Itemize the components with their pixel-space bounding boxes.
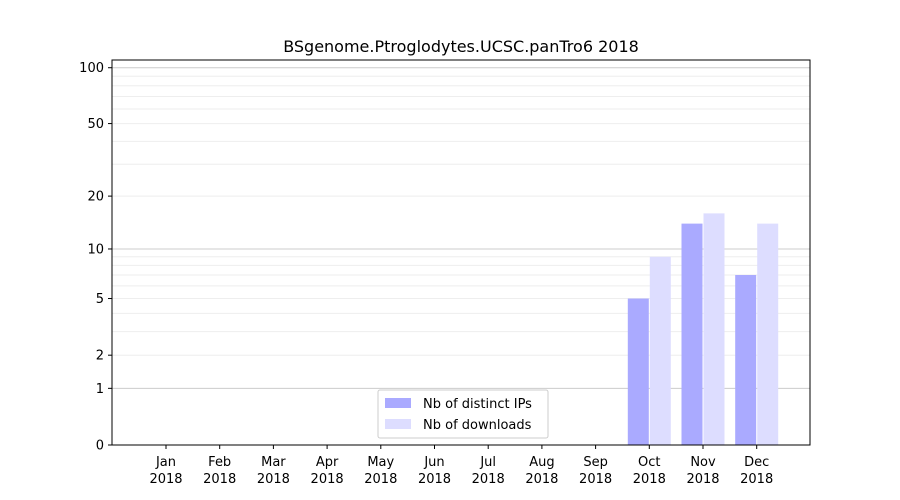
x-tick-label-month: Oct <box>638 455 660 470</box>
grid <box>112 67 810 389</box>
x-axis: Jan 2018 Feb 2018 Mar 2018 Apr 2018 May 2018 Jun 20… <box>149 445 773 487</box>
bar-downloads <box>703 213 725 445</box>
legend: Nb of distinct IPs Nb of downloads <box>377 389 549 439</box>
x-tick-label-year: 2018 <box>311 472 344 487</box>
y-tick-label: 10 <box>87 242 104 257</box>
legend-swatch-distinct-ips <box>385 398 411 408</box>
x-tick-label-year: 2018 <box>418 472 451 487</box>
x-tick-label-year: 2018 <box>633 472 666 487</box>
y-axis: 0 1 2 5 10 20 50 100 <box>79 61 112 454</box>
legend-swatch-downloads <box>385 419 411 429</box>
y-tick-label: 0 <box>96 439 104 454</box>
legend-box <box>377 389 549 439</box>
y-tick-label: 5 <box>96 292 104 307</box>
x-tick-label-month: Nov <box>690 455 716 470</box>
bar-distinct-ips <box>735 275 757 445</box>
x-tick-label-month: Jan <box>155 455 176 470</box>
chart-title: BSgenome.Ptroglodytes.UCSC.panTro6 2018 <box>283 37 639 56</box>
x-tick-label-month: Aug <box>529 455 554 470</box>
x-tick-label-year: 2018 <box>579 472 612 487</box>
x-tick-label-month: Apr <box>316 455 339 470</box>
x-tick-label-year: 2018 <box>686 472 719 487</box>
x-tick-label-month: Sep <box>583 455 608 470</box>
plot-frame <box>111 59 811 446</box>
x-tick-label-year: 2018 <box>203 472 236 487</box>
x-tick-label-month: Feb <box>208 455 231 470</box>
x-tick-label-year: 2018 <box>472 472 505 487</box>
y-tick-label: 1 <box>96 382 104 397</box>
x-tick-label-year: 2018 <box>149 472 182 487</box>
bar-downloads <box>649 256 671 445</box>
y-tick-label: 2 <box>96 349 104 364</box>
bar-downloads <box>757 223 779 445</box>
x-tick-label-year: 2018 <box>740 472 773 487</box>
legend-label-downloads: Nb of downloads <box>423 418 532 433</box>
x-tick-label-year: 2018 <box>364 472 397 487</box>
y-tick-label: 100 <box>79 61 104 76</box>
x-tick-label-month: Jul <box>479 455 496 470</box>
bar-distinct-ips <box>627 298 649 445</box>
x-tick-label-month: Mar <box>261 455 286 470</box>
x-tick-label-year: 2018 <box>525 472 558 487</box>
bar-distinct-ips <box>681 223 703 445</box>
y-tick-label: 50 <box>87 117 104 132</box>
bars <box>627 213 779 445</box>
x-tick-label-year: 2018 <box>257 472 290 487</box>
x-tick-label-month: Dec <box>744 455 769 470</box>
x-tick-label-month: May <box>367 455 394 470</box>
legend-label-distinct-ips: Nb of distinct IPs <box>423 397 532 412</box>
y-tick-label: 20 <box>87 190 104 205</box>
x-tick-label-month: Jun <box>423 455 444 470</box>
